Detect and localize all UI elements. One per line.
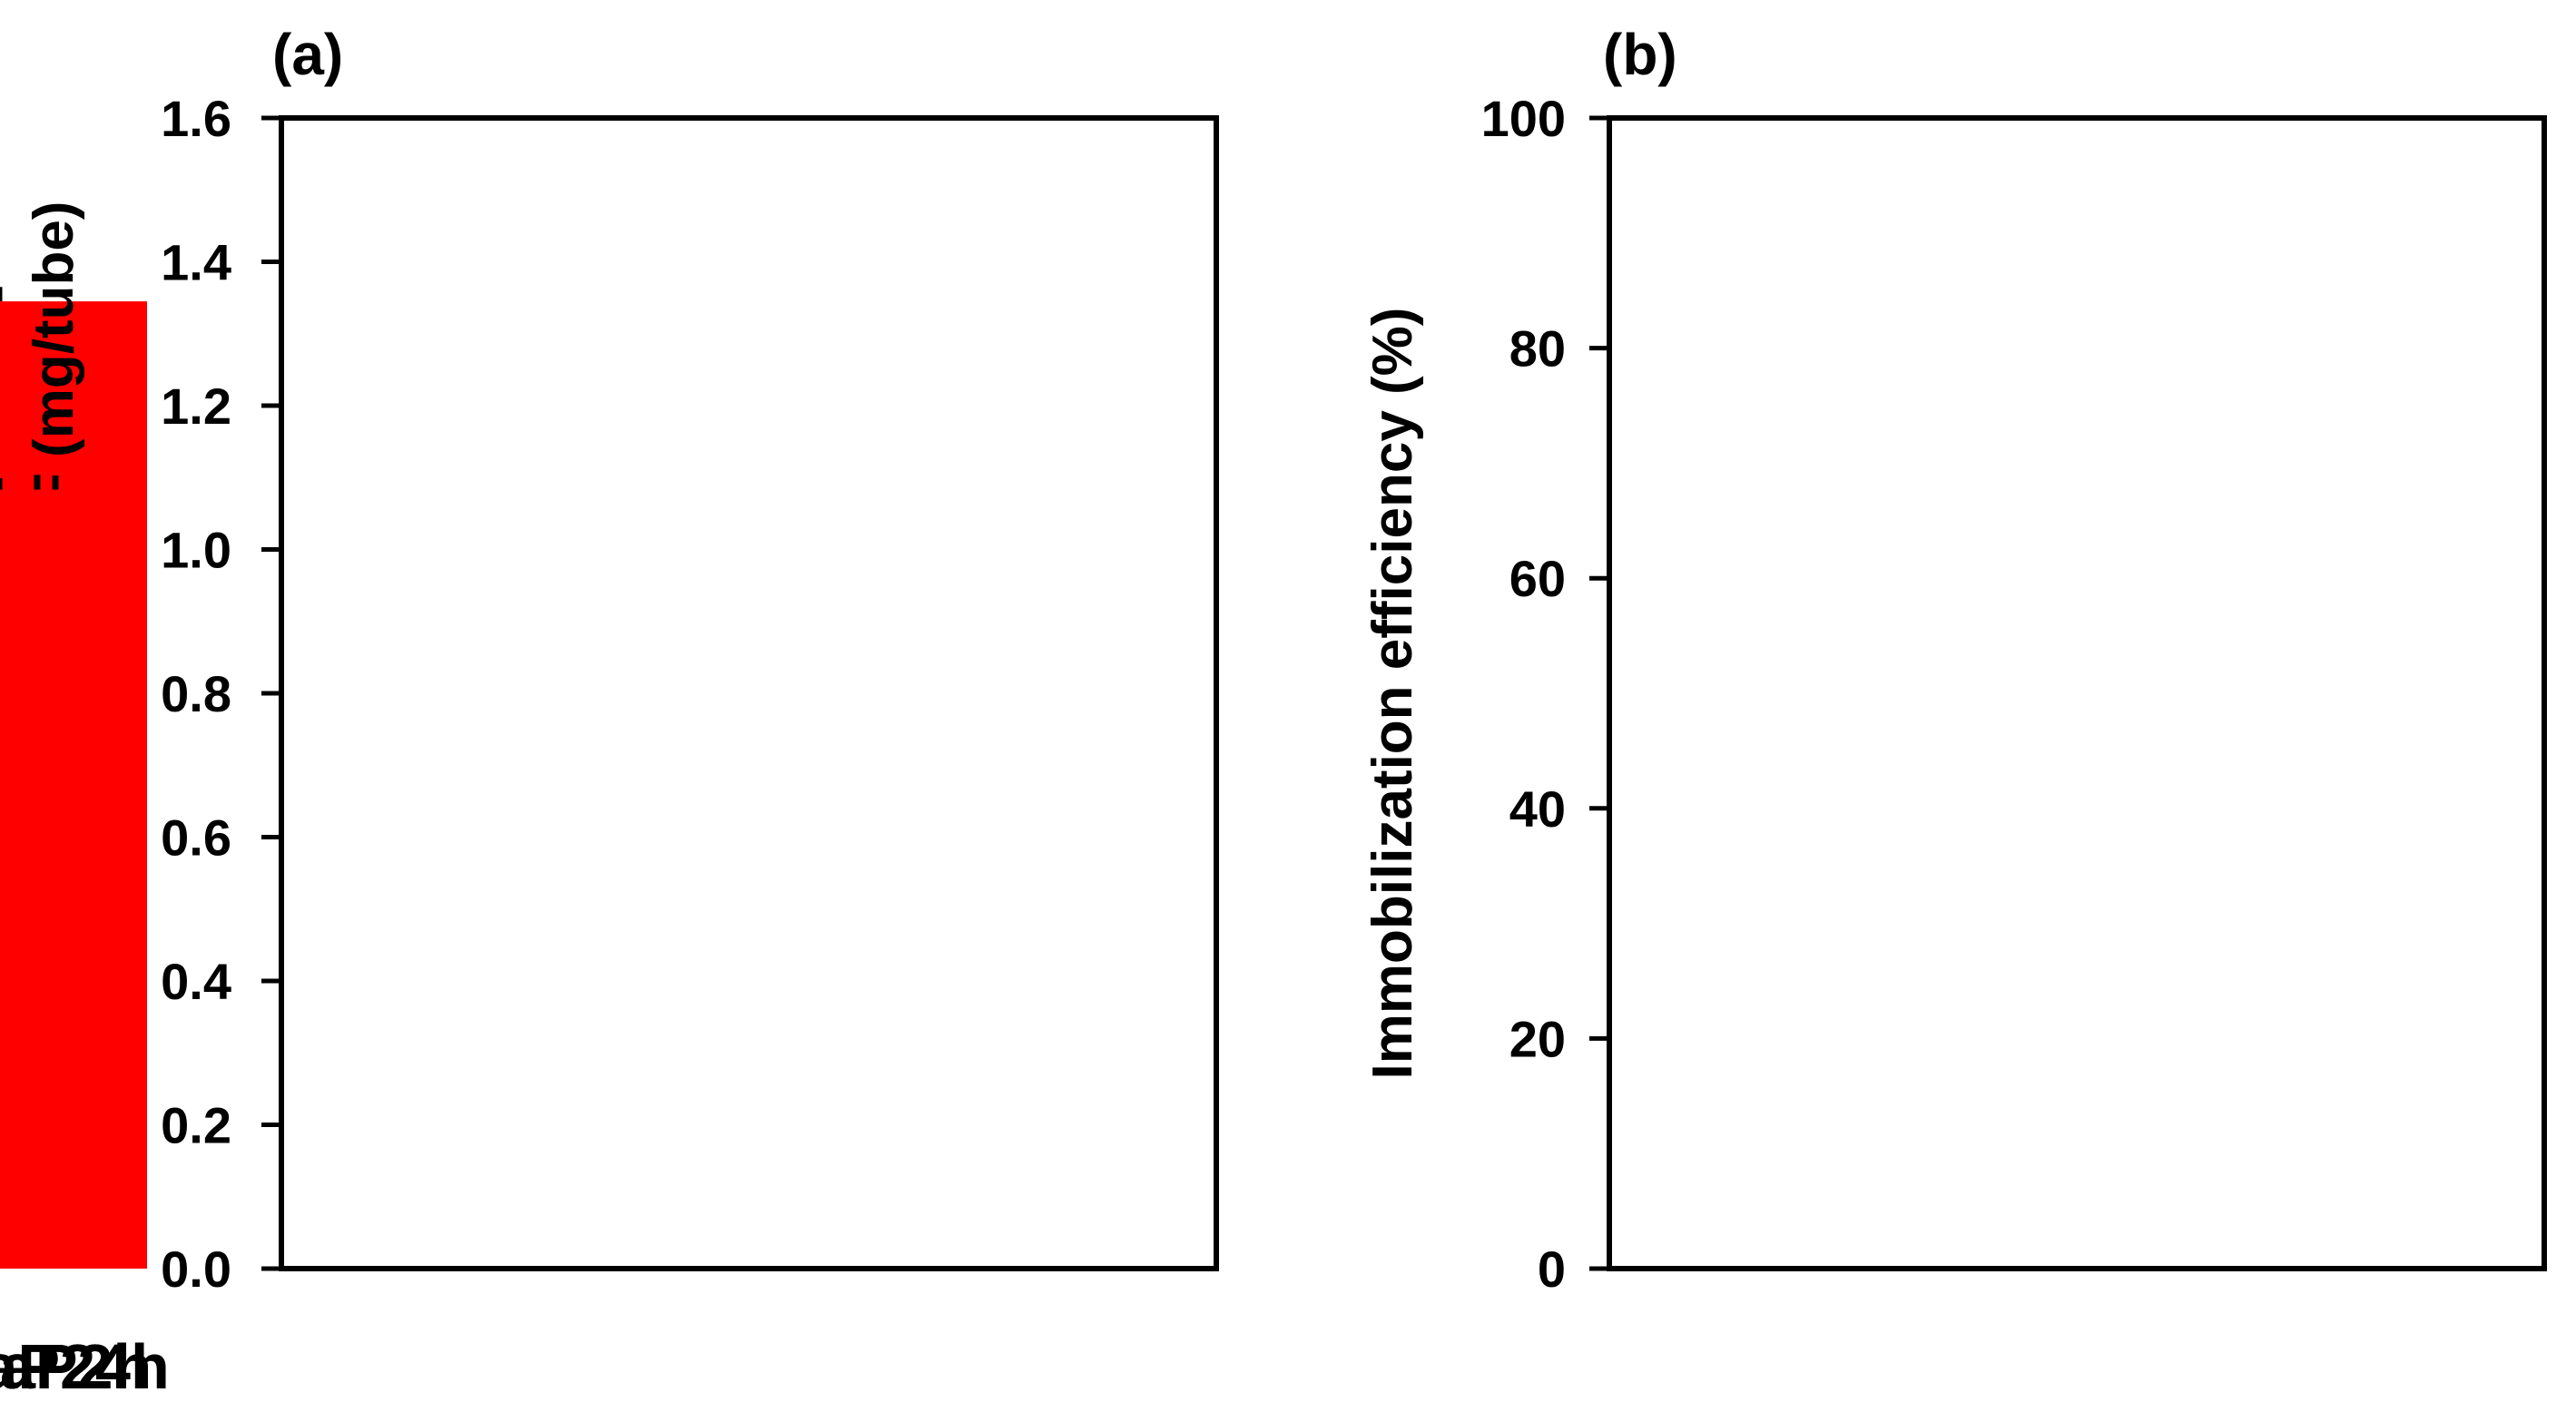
plot-frame <box>279 115 1219 1271</box>
y-tick-label: 0.0 <box>161 1240 231 1298</box>
y-tick-label: 1.4 <box>161 234 231 291</box>
y-tick-label: 1.0 <box>161 522 231 579</box>
panel-a: (a) CF-CaP2hCF-CaP24h 0.0 0.2 0.4 0.6 0.8 1.0 1.… <box>0 22 1219 1402</box>
panel-label: (a) <box>272 22 343 87</box>
y-tick-label: 0 <box>1538 1240 1566 1298</box>
y-axis-label: Immobilization efficiency (%) <box>1362 308 1424 1080</box>
y-tick-label: 0.6 <box>161 809 231 867</box>
y-tick-label: 0.4 <box>161 953 231 1010</box>
x-tick-label: CF-CaP24h <box>0 1331 170 1402</box>
panel-b: (b) CF-CaP2hCF-CaP24h 0 20 40 60 80 100 Immobili… <box>0 22 2547 1402</box>
y-tick-label: 1.6 <box>161 90 231 147</box>
y-tick-label: 0.8 <box>161 665 231 722</box>
x-tick-label: CF-CaP2h <box>0 1331 152 1402</box>
y-tick-label: 100 <box>1481 90 1566 147</box>
bar-CF-CaP24h <box>0 489 147 1269</box>
x-tick-label: CF-CaP24h <box>0 1331 170 1402</box>
plot-frame <box>1607 115 2547 1271</box>
y-tick-label: 20 <box>1509 1010 1566 1067</box>
y-tick-label: 80 <box>1509 320 1566 378</box>
panel-label: (b) <box>1603 22 1677 87</box>
y-tick-label: 60 <box>1509 550 1566 607</box>
y-tick-label: 1.2 <box>161 378 231 435</box>
y-tick-label: 40 <box>1509 780 1566 838</box>
x-tick-label: CF-CaP2h <box>0 1331 152 1402</box>
y-tick-label: 0.2 <box>161 1097 231 1154</box>
